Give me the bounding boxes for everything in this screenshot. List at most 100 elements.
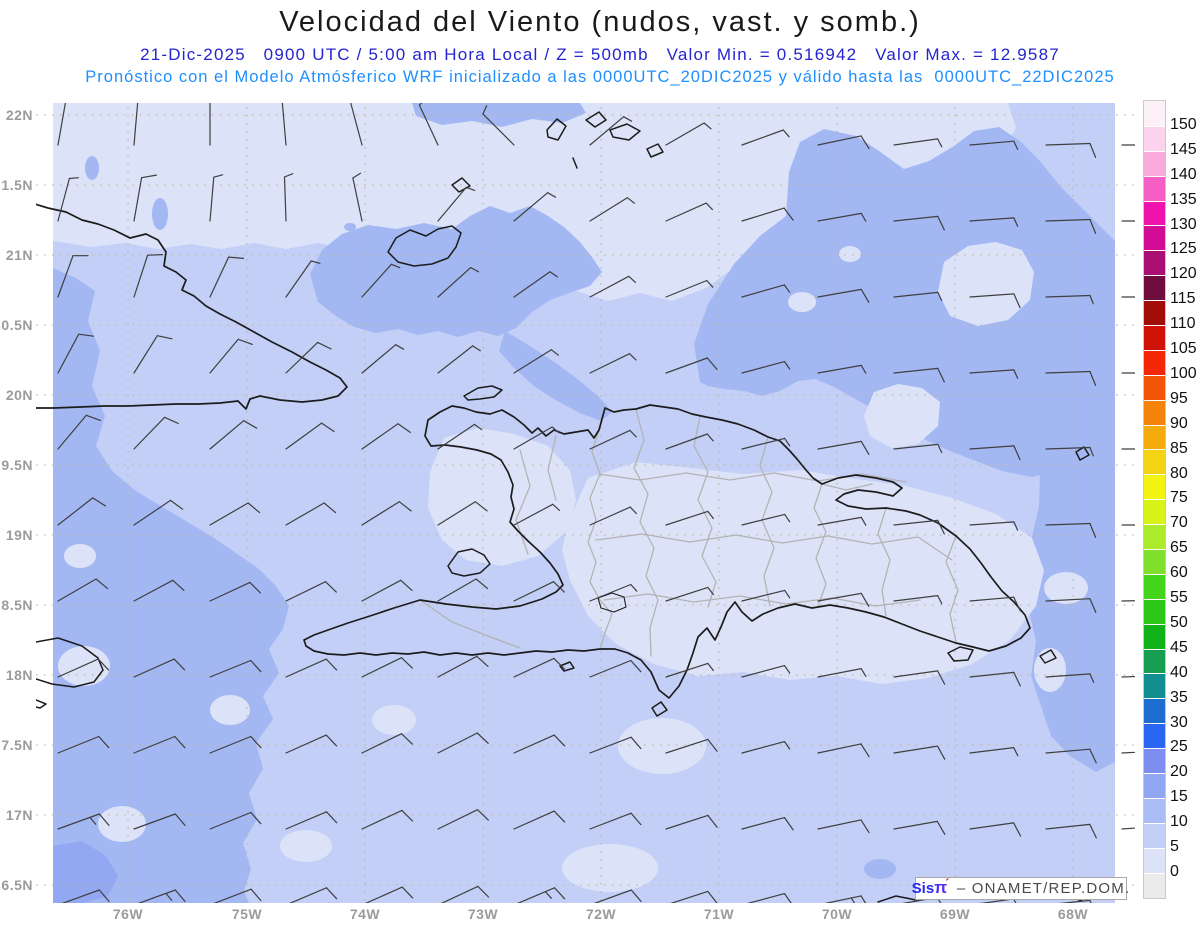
wind-barb-segment: [247, 502, 261, 514]
wind-barb-segment: [937, 594, 943, 605]
wind-barb-segment: [705, 202, 714, 211]
wind-barb-segment: [133, 103, 139, 146]
colorbar-block: [1144, 424, 1165, 450]
wind-barb-segment: [1121, 827, 1135, 830]
colorbar-tick-label: 40: [1170, 663, 1188, 681]
great-inagua: [387, 225, 462, 267]
wind-barb-segment: [285, 734, 327, 754]
wind-barb-segment: [589, 429, 631, 450]
wind-barb-segment: [783, 892, 792, 903]
wind-barb-segment: [209, 176, 215, 222]
wind-barb-segment: [289, 887, 328, 903]
wind-barb-segment: [213, 888, 252, 903]
wind-barb-segment: [589, 659, 632, 678]
wind-barb-segment: [1121, 751, 1135, 754]
wind-barb-segment: [209, 659, 252, 678]
wind-speed-colorbar: [1143, 100, 1166, 899]
colorbar-block: [1144, 225, 1165, 251]
wind-barb-segment: [589, 506, 631, 526]
wind-barb-segment: [138, 97, 153, 101]
wind-barb-segment: [741, 589, 786, 602]
wind-barb-segment: [57, 177, 71, 222]
colorbar-block: [1144, 673, 1165, 699]
wind-barb-segment: [476, 655, 489, 668]
wind-barb-segment: [473, 423, 483, 431]
wind-barb-segment: [418, 103, 423, 106]
wind-barb-segment: [860, 819, 870, 834]
wind-barb-segment: [513, 581, 555, 602]
wind-barb-segment: [285, 811, 328, 830]
wind-barb-segment: [1013, 521, 1019, 531]
wind-barb-segment: [628, 353, 637, 361]
wind-barb-segment: [706, 433, 714, 442]
wind-barb-segment: [665, 738, 709, 754]
colorbar-block: [1144, 399, 1165, 425]
colorbar-tick-label: 20: [1170, 763, 1188, 781]
wind-barb-segment: [133, 735, 176, 754]
beata-island: [651, 701, 668, 717]
wind-barb-segment: [1012, 822, 1022, 837]
cuba-coast: [36, 203, 348, 410]
wind-barb-segment: [551, 426, 560, 434]
wind-barb-segment: [1045, 218, 1091, 222]
wind-barb-segment: [133, 813, 176, 830]
wind-barb-segment: [741, 129, 784, 146]
colorbar-block: [1144, 797, 1165, 823]
wind-barb-segment: [401, 886, 414, 899]
wind-barb-segment: [817, 212, 862, 222]
wind-barb-segment: [209, 338, 239, 374]
wind-barb-segment: [1045, 446, 1091, 450]
wind-barb-segment: [937, 443, 943, 454]
wind-barb-segment: [626, 197, 636, 204]
wind-barb-segment: [860, 288, 870, 303]
wind-barb-segment: [476, 809, 489, 821]
colorbar-tick-label: 80: [1170, 464, 1188, 482]
wind-barb-segment: [437, 578, 477, 602]
wind-barb-segment: [707, 814, 718, 828]
wind-barb-segment: [629, 429, 637, 438]
colorbar-tick-label: 135: [1170, 190, 1197, 208]
wind-barb-segment: [665, 510, 709, 526]
wind-barb-segment: [437, 501, 476, 526]
wind-barb-segment: [969, 521, 1015, 526]
wind-barb-segment: [285, 581, 327, 602]
wind-barb-segment: [228, 256, 245, 259]
wind-barb-segment: [352, 177, 363, 222]
colorbar-block: [1144, 499, 1165, 525]
wind-barb-segment: [285, 502, 325, 526]
wind-barb-segment: [133, 254, 149, 298]
wind-barb-segment: [470, 267, 480, 273]
colorbar-tick-label: 45: [1170, 638, 1188, 656]
wind-barb-segment: [553, 810, 566, 823]
wind-barb-segment: [707, 586, 715, 596]
wind-barb-segment: [285, 658, 327, 678]
wind-barb-segment: [1013, 217, 1019, 227]
wind-barb-segment: [782, 129, 790, 138]
wind-barb-segment: [1089, 142, 1097, 158]
lat-tick-label: 8.5N: [1, 597, 33, 613]
colorbar-block: [1144, 150, 1165, 176]
wind-barb-segment: [98, 813, 110, 827]
colorbar-tick-label: 65: [1170, 539, 1188, 557]
colorbar-tick-label: 95: [1170, 389, 1188, 407]
wind-barb-segment: [552, 503, 561, 511]
lat-tick-label: 17N: [5, 807, 33, 823]
wind-barb-segment: [937, 215, 945, 231]
wind-barb-segment: [784, 589, 791, 599]
wind-barb-segment: [283, 173, 294, 178]
wind-barb-segment: [437, 732, 478, 754]
wind-barb-segment: [969, 293, 1015, 298]
wind-barb-segment: [477, 885, 490, 898]
wind-barb-segment: [1045, 522, 1091, 526]
colorbar-block: [1144, 300, 1165, 326]
wind-barb-segment: [860, 743, 870, 758]
lat-tick-label: 1.5N: [1, 177, 33, 193]
wind-barb-segment: [783, 284, 791, 293]
wind-barb-segment: [475, 578, 489, 590]
wind-barb-segment: [98, 889, 110, 903]
wind-barb-segment: [57, 813, 100, 830]
wind-barb-segment: [95, 578, 109, 590]
lon-tick-label: 70W: [821, 906, 853, 922]
wind-barb-segment: [665, 662, 709, 678]
wind-barb-segment: [741, 816, 786, 830]
